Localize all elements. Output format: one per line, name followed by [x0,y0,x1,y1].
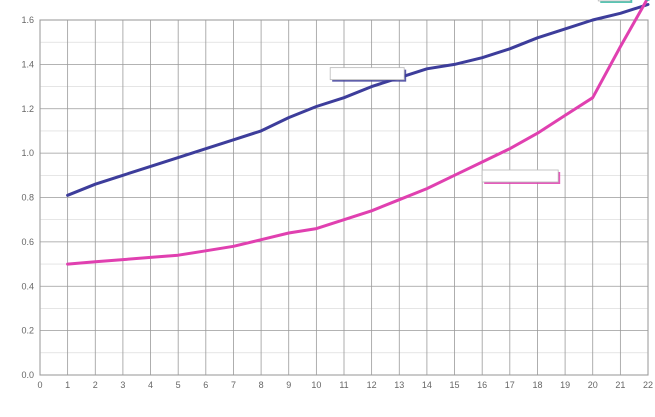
x-tick-label: 21 [615,380,625,390]
x-tick-label: 3 [120,380,125,390]
x-tick-labels: 0 1 2 3 4 5 6 7 8 9 10 11 12 13 14 15 16 17 18 19 20 21 22 [37,380,653,390]
endpoint-marker [645,0,651,1]
y-tick-label: 0.4 [21,281,34,291]
x-tick-label: 1 [65,380,70,390]
x-tick-label: 20 [588,380,598,390]
x-tick-label: 19 [560,380,570,390]
series-line-1 [66,3,650,197]
x-tick-label: 6 [203,380,208,390]
x-tick-label: 12 [367,380,377,390]
x-tick-label: 0 [37,380,42,390]
y-tick-label: 0.0 [21,370,34,380]
x-tick-label: 9 [286,380,291,390]
x-tick-label: 2 [93,380,98,390]
x-tick-label: 22 [643,380,653,390]
x-tick-label: 7 [231,380,236,390]
y-tick-label: 0.2 [21,326,34,336]
y-tick-label: 1.6 [21,15,34,25]
x-tick-label: 8 [259,380,264,390]
x-tick-label: 17 [505,380,515,390]
series-2-callout [481,169,561,184]
x-tick-label: 10 [311,380,321,390]
series-line-2 [66,0,649,266]
x-tick-label: 11 [339,380,348,390]
x-tick-label: 18 [532,380,542,390]
y-tick-label: 0.8 [21,193,34,203]
x-tick-label: 4 [148,380,153,390]
y-tick-label: 1.0 [21,148,34,158]
y-tick-label: 0.6 [21,237,34,247]
data-series [66,0,651,266]
y-tick-label: 1.2 [21,104,34,114]
y-tick-labels: 0.0 0.2 0.4 0.6 0.8 1.0 1.2 1.4 1.6 [21,15,34,380]
x-tick-label: 15 [450,380,460,390]
x-tick-label: 5 [176,380,181,390]
endpoint-callout [597,0,633,3]
y-tick-label: 1.4 [21,59,34,69]
x-tick-label: 13 [394,380,404,390]
x-tick-label: 16 [477,380,487,390]
series-1-callout [329,67,407,82]
x-tick-label: 14 [422,380,432,390]
series-callouts [329,0,633,184]
